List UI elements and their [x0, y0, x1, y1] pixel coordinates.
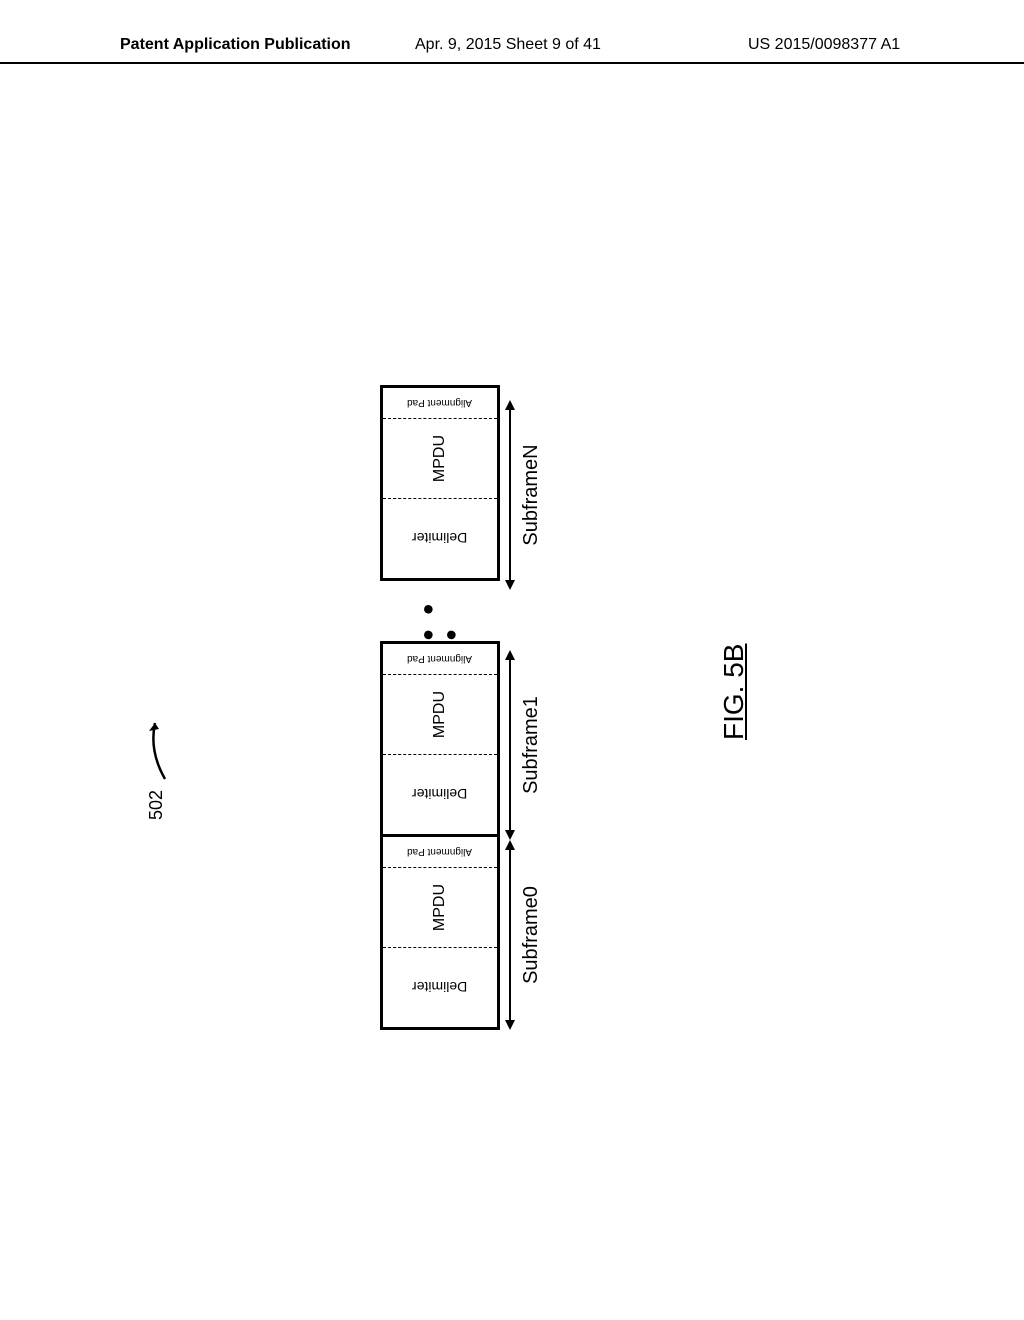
reference-arrow-icon — [145, 711, 169, 781]
cell-mpdu: MPDU — [383, 674, 497, 754]
bracket-label: Subframe1 — [520, 650, 543, 840]
cell-pad: Alignment Pad — [383, 388, 497, 418]
bracket-0: Subframe0 — [502, 840, 518, 1030]
bracket-n: SubframeN — [502, 400, 518, 590]
cell-pad: Alignment Pad — [383, 837, 497, 867]
bracket-arrow-icon — [502, 840, 518, 1030]
header-mid: Apr. 9, 2015 Sheet 9 of 41 — [415, 36, 601, 54]
cell-delimiter: Delimiter — [383, 754, 497, 834]
frame-row: Delimiter MPDU Alignment Pad Delimiter M… — [380, 385, 500, 1030]
bracket-1: Subframe1 — [502, 650, 518, 840]
cell-pad-text: Alignment Pad — [407, 398, 472, 409]
subframe-n: Delimiter MPDU Alignment Pad — [380, 385, 500, 581]
header-left: Patent Application Publication — [120, 36, 351, 54]
ellipsis: ● ● ● — [380, 581, 500, 641]
cell-mpdu-text: MPDU — [431, 691, 449, 738]
bracket-label: Subframe0 — [520, 840, 543, 1030]
cell-delimiter: Delimiter — [383, 947, 497, 1027]
cell-delimiter-text: Delimiter — [412, 980, 467, 996]
cell-delimiter: Delimiter — [383, 498, 497, 578]
bracket-arrow-icon — [502, 400, 518, 590]
frame-diagram: Delimiter MPDU Alignment Pad Delimiter M… — [380, 190, 600, 1030]
bracket-arrow-icon — [502, 650, 518, 840]
bracket-label: SubframeN — [520, 400, 543, 590]
bracket-row: Subframe0 Subframe1 SubframeN — [502, 190, 542, 1030]
header-right: US 2015/0098377 A1 — [748, 36, 900, 54]
cell-pad-text: Alignment Pad — [407, 654, 472, 665]
subframe-1: Delimiter MPDU Alignment Pad — [380, 641, 500, 834]
cell-pad: Alignment Pad — [383, 644, 497, 674]
reference-number: 502 — [145, 711, 169, 820]
page-header: Patent Application Publication Apr. 9, 2… — [0, 32, 1024, 64]
cell-mpdu-text: MPDU — [431, 435, 449, 482]
cell-pad-text: Alignment Pad — [407, 847, 472, 858]
cell-mpdu-text: MPDU — [431, 884, 449, 931]
cell-mpdu: MPDU — [383, 867, 497, 947]
figure-label: FIG. 5B — [718, 644, 750, 740]
cell-delimiter-text: Delimiter — [412, 787, 467, 803]
cell-delimiter-text: Delimiter — [412, 531, 467, 547]
reference-number-text: 502 — [146, 790, 166, 820]
cell-mpdu: MPDU — [383, 418, 497, 498]
subframe-0: Delimiter MPDU Alignment Pad — [380, 834, 500, 1030]
